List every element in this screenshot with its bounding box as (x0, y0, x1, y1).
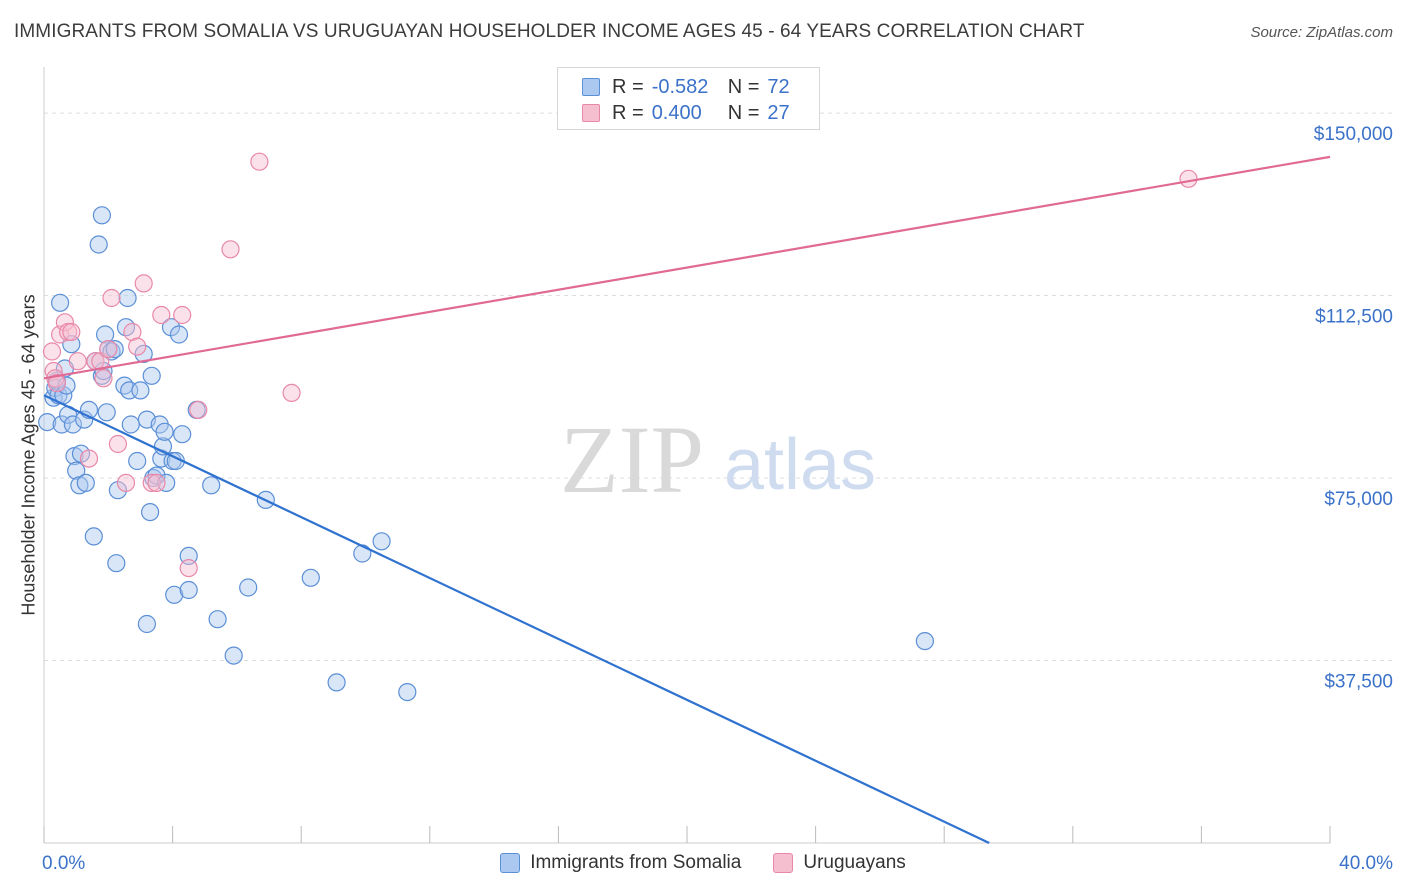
uruguayan-point (68, 352, 87, 371)
trend-lines (43, 155, 1331, 844)
y-tick-label: $150,000 (1314, 124, 1393, 145)
somalia-point (141, 502, 160, 522)
y-tick-label: $112,500 (1315, 307, 1393, 328)
tick-labels: $37,500 $75,000 $112,500 $150,000 0.0% 40.0% (42, 124, 1393, 874)
legend-r-value: -0.582 (651, 75, 709, 98)
somalia-point (97, 403, 116, 422)
uruguayan-point (94, 369, 113, 388)
somalia-point (76, 473, 95, 492)
somalia-point (84, 527, 103, 546)
uruguayan-point (152, 305, 171, 325)
somalia-point (165, 585, 184, 604)
somalia-point (131, 381, 150, 400)
uruguayan-point (147, 473, 166, 492)
somalia-point (208, 610, 227, 629)
uruguayan-point (250, 152, 269, 171)
uruguayan-point (221, 240, 240, 259)
somalia-point (134, 344, 153, 363)
somalia-point (224, 646, 243, 665)
somalia-point (38, 413, 57, 432)
legend-label-somalia: Immigrants from Somalia (530, 852, 742, 873)
uruguayan-point (99, 340, 118, 359)
axes (43, 67, 1331, 844)
uruguayan-trend-line (43, 155, 1331, 380)
somalia-point (50, 293, 70, 312)
somalia-point (63, 415, 83, 434)
somalia-point (142, 366, 161, 385)
x-tick-label-end: 40.0% (1339, 853, 1393, 874)
somalia-point (157, 473, 176, 492)
stats-legend: R = -0.582 N = 72 R = 0.400 N = 27 (557, 67, 820, 130)
somalia-point (327, 673, 346, 692)
uruguayan-point (62, 322, 81, 342)
uruguayan-point (47, 374, 67, 393)
somalia-point (398, 682, 417, 702)
legend-row-somalia: R = -0.582 N = 72 (582, 75, 790, 99)
legend-item-uruguayans[interactable]: Uruguayans (773, 852, 906, 874)
uruguayan-point (134, 274, 153, 293)
source-label: Source: ZipAtlas.com (1250, 24, 1393, 41)
data-points (38, 152, 1198, 702)
somalia-point (173, 425, 192, 444)
uruguayan-point (102, 288, 121, 308)
somalia-point (118, 288, 137, 308)
legend-row-uruguayans: R = 0.400 N = 27 (582, 101, 790, 125)
legend-r-label: R = (612, 75, 644, 98)
legend-item-somalia[interactable]: Immigrants from Somalia (500, 852, 741, 874)
somalia-point (179, 580, 198, 600)
somalia-point (128, 451, 147, 471)
somalia-point (353, 544, 372, 563)
somalia-point (239, 578, 258, 597)
watermark-zip: ZIP (560, 406, 704, 513)
legend-r-label: R = (612, 101, 644, 124)
series-legend: Immigrants from Somalia Uruguayans (0, 852, 1406, 874)
somalia-point (137, 614, 156, 634)
somalia-point (107, 554, 126, 573)
y-tick-label: $75,000 (1324, 489, 1393, 510)
watermark: ZIP atlas (560, 406, 876, 513)
chart-title: IMMIGRANTS FROM SOMALIA VS URUGUAYAN HOU… (14, 21, 1085, 42)
uruguayan-point (142, 473, 161, 492)
uruguayan-point (108, 434, 128, 454)
watermark-atlas: atlas (724, 425, 876, 505)
uruguayan-point (123, 322, 142, 342)
legend-label-uruguayans: Uruguayans (803, 852, 906, 873)
uruguayan-point (116, 473, 136, 492)
uruguayan-point (282, 383, 301, 402)
legend-swatch-uruguayans (773, 853, 794, 873)
somalia-point (89, 235, 108, 254)
uruguayan-point (1179, 169, 1198, 188)
legend-n-label: N = (727, 75, 760, 98)
uruguayan-point (55, 313, 75, 332)
somalia-point (372, 532, 391, 551)
legend-n-label: N = (727, 101, 760, 124)
somalia-point (301, 568, 320, 587)
grid-lines (44, 112, 1395, 662)
legend-swatch-somalia (582, 78, 600, 96)
somalia-point (915, 631, 935, 651)
legend-swatch-somalia (500, 853, 521, 873)
somalia-point (105, 340, 124, 359)
uruguayan-point (179, 558, 198, 578)
legend-r-value: 0.400 (651, 101, 702, 124)
uruguayan-point (79, 449, 99, 468)
somalia-point (202, 476, 221, 495)
somalia-point (155, 422, 174, 441)
uruguayan-point (189, 400, 208, 419)
uruguayan-point (42, 342, 62, 361)
x-tick-label-start: 0.0% (42, 853, 85, 874)
somalia-point (67, 461, 86, 480)
somalia-trend-line (43, 394, 990, 844)
uruguayan-point (173, 305, 192, 325)
legend-swatch-uruguayans (582, 104, 600, 122)
somalia-point (169, 325, 189, 344)
uruguayan-point (128, 337, 147, 356)
legend-n-value: 72 (767, 75, 790, 98)
somalia-point (121, 415, 140, 434)
somalia-point (92, 206, 112, 225)
y-tick-label: $37,500 (1324, 672, 1393, 693)
legend-n-value: 27 (767, 101, 790, 124)
somalia-point (95, 325, 115, 344)
